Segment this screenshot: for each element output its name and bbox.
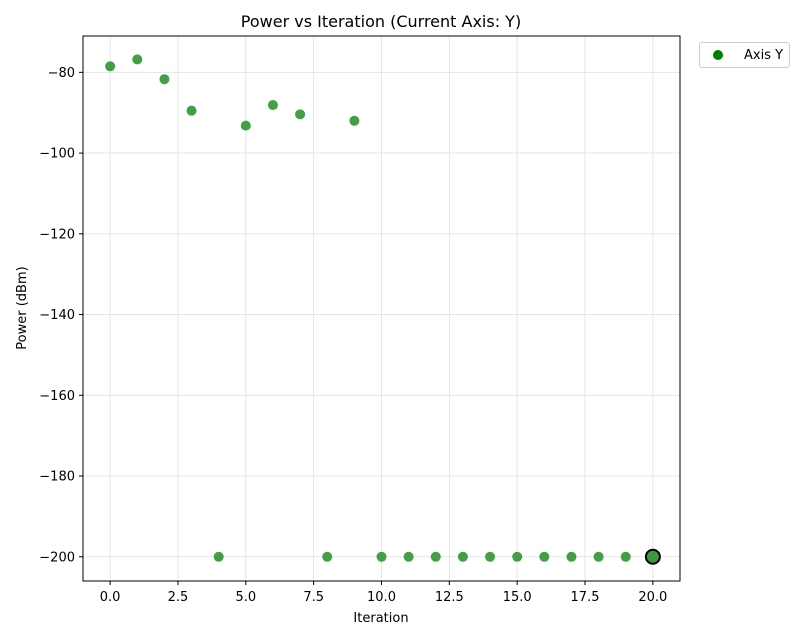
data-point: [213, 551, 224, 562]
data-point: [512, 551, 523, 562]
legend-label: Axis Y: [744, 47, 784, 63]
data-point: [267, 100, 278, 111]
x-tick-label: 20.0: [638, 590, 667, 605]
x-tick-label: 5.0: [235, 590, 256, 605]
current-point-marker: [644, 548, 661, 565]
x-tick-label: 2.5: [168, 590, 189, 605]
x-tick-label: 15.0: [503, 590, 532, 605]
data-point: [295, 109, 306, 120]
data-point: [159, 74, 170, 85]
x-tick-label: 10.0: [367, 590, 396, 605]
x-axis-label: Iteration: [353, 611, 408, 626]
y-tick-label: −160: [39, 389, 75, 404]
y-axis-ticks: −80 −100 −120 −140 −160 −180 −200: [39, 66, 83, 565]
x-tick-label: 17.5: [571, 590, 600, 605]
data-point: [539, 551, 550, 562]
data-point: [186, 105, 197, 116]
legend: Axis Y: [699, 42, 790, 68]
data-point: [132, 54, 143, 65]
x-tick-label: 12.5: [435, 590, 464, 605]
data-point: [240, 120, 251, 131]
y-tick-label: −80: [48, 66, 75, 81]
legend-marker-icon: [713, 50, 723, 60]
data-point: [593, 551, 604, 562]
data-point: [620, 551, 631, 562]
y-tick-label: −120: [39, 227, 75, 242]
data-point: [349, 115, 360, 126]
x-tick-label: 7.5: [303, 590, 324, 605]
data-point: [485, 551, 496, 562]
y-axis-label: Power (dBm): [15, 266, 30, 349]
data-point: [566, 551, 577, 562]
grid-layer: [83, 36, 680, 581]
y-tick-label: −140: [39, 308, 75, 323]
data-point: [376, 551, 387, 562]
chart-title: Power vs Iteration (Current Axis: Y): [241, 12, 521, 31]
data-point: [105, 61, 116, 72]
scatter-points: [105, 54, 661, 565]
x-tick-label: 0.0: [100, 590, 121, 605]
data-point: [322, 551, 333, 562]
data-point: [403, 551, 414, 562]
data-point: [457, 551, 468, 562]
y-tick-label: −200: [39, 550, 75, 565]
data-point: [430, 551, 441, 562]
y-tick-label: −100: [39, 147, 75, 162]
y-tick-label: −180: [39, 470, 75, 485]
x-axis-ticks: 0.0 2.5 5.0 7.5 10.0 12.5 15.0 17.5 20.0: [100, 581, 667, 605]
